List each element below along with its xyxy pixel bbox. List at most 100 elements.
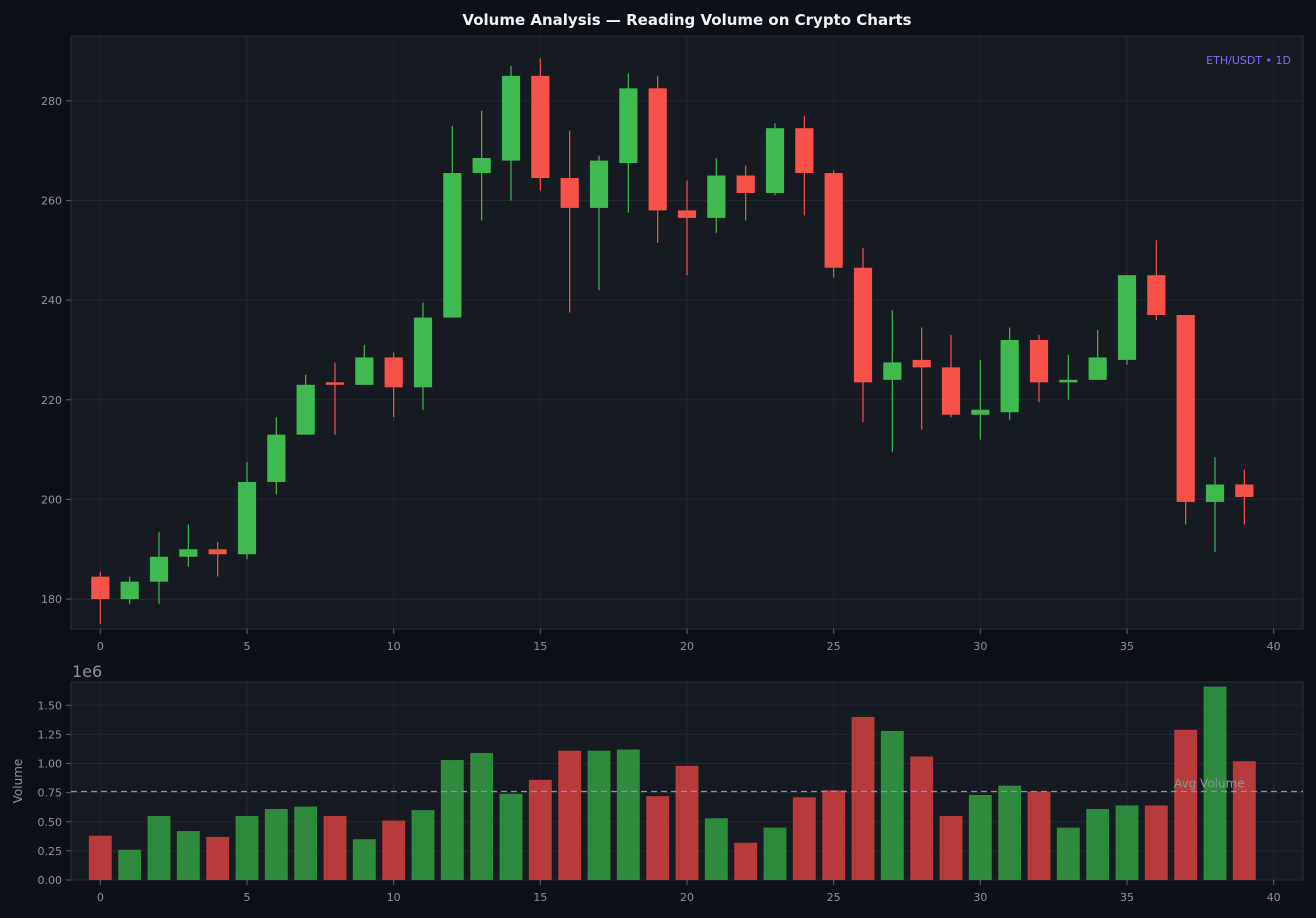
candle-body <box>1205 484 1225 502</box>
volume-bar <box>499 793 523 880</box>
volume-bar <box>1232 761 1256 880</box>
candle-body <box>384 357 403 388</box>
price-x-tick-label: 0 <box>97 640 104 653</box>
candle-body <box>325 382 345 385</box>
volume-bar <box>235 815 259 880</box>
volume-bar <box>1056 827 1080 880</box>
volume-bar <box>176 831 200 880</box>
volume-bar <box>440 760 464 880</box>
candle-body <box>619 88 638 164</box>
candle-body <box>883 362 902 380</box>
candle-body <box>853 267 873 383</box>
price-panel: 180 200 220 240 260 280 0 5 10 15 20 25 30 35 40 ETH/… <box>41 35 1304 653</box>
volume-panel: Avg Volume 0.000.250.500.751.001.251.50 … <box>11 662 1304 904</box>
candle-body <box>824 173 843 268</box>
candle <box>1147 240 1166 321</box>
volume-bar <box>939 815 963 880</box>
avg-volume-label: Avg Volume <box>1174 776 1245 790</box>
volume-bar <box>1115 805 1139 880</box>
volume-bar <box>147 815 171 880</box>
candle-body <box>472 158 491 174</box>
volume-bar <box>558 750 582 880</box>
candle-body <box>1147 275 1166 316</box>
candle-body <box>267 434 286 482</box>
candle <box>560 130 579 313</box>
candle-body <box>1117 275 1137 360</box>
price-y-tick-label: 180 <box>41 593 62 606</box>
volume-bar <box>1144 805 1168 880</box>
candle <box>1000 327 1019 420</box>
candle <box>384 352 403 418</box>
candle <box>619 73 638 213</box>
candle <box>795 115 814 216</box>
volume-bar <box>646 796 670 880</box>
candle-body <box>208 549 227 555</box>
candle-body <box>443 173 462 318</box>
candle-body <box>179 549 198 557</box>
candle <box>296 374 315 435</box>
candle <box>120 576 139 605</box>
candle <box>472 110 491 221</box>
volume-y-tick-label: 1.50 <box>38 699 63 712</box>
price-x-tick-label: 5 <box>244 640 251 653</box>
volume-y-tick-label: 0.00 <box>38 874 63 887</box>
volume-x-tick-label: 10 <box>387 891 401 904</box>
candle-body <box>1235 484 1254 497</box>
volume-bar <box>1174 729 1198 880</box>
candle <box>1235 469 1254 525</box>
candle-body <box>589 160 609 208</box>
volume-bar <box>880 730 904 880</box>
volume-bar <box>675 765 699 880</box>
candle <box>941 334 961 418</box>
volume-x-tick-label: 20 <box>680 891 694 904</box>
candle <box>531 58 550 191</box>
candle <box>237 462 257 560</box>
pair-label: ETH/USDT • 1D <box>1206 54 1291 67</box>
candle-body <box>1088 357 1107 380</box>
candle-body <box>795 128 814 174</box>
candle <box>149 531 169 605</box>
candle-body <box>1000 339 1019 413</box>
candle <box>736 165 755 221</box>
candle-body <box>707 175 726 218</box>
candle <box>589 155 609 291</box>
candle-body <box>765 128 785 193</box>
volume-x-tick-label: 0 <box>97 891 104 904</box>
candle-body <box>912 359 931 368</box>
volume-bar <box>118 849 142 880</box>
price-x-axis: 0 5 10 15 20 25 30 35 40 <box>97 629 1281 653</box>
candle <box>824 170 843 278</box>
candle-body <box>296 384 315 435</box>
price-x-tick-label: 30 <box>973 640 987 653</box>
volume-bar <box>264 808 288 880</box>
price-y-tick-label: 260 <box>41 194 62 207</box>
candle <box>883 310 902 453</box>
price-x-tick-label: 10 <box>387 640 401 653</box>
candle <box>1176 315 1195 525</box>
volume-bar <box>88 835 112 880</box>
candle <box>1059 354 1078 400</box>
volume-x-tick-label: 40 <box>1267 891 1281 904</box>
volume-y-label: Volume <box>11 759 25 804</box>
candle <box>707 158 726 233</box>
candle <box>443 125 462 318</box>
candle <box>501 65 521 201</box>
volume-bar <box>470 753 494 880</box>
volume-bar <box>1027 791 1051 880</box>
candle-body <box>736 175 755 193</box>
price-x-tick-label: 15 <box>533 640 547 653</box>
price-x-tick-label: 35 <box>1120 640 1134 653</box>
chart-title: Volume Analysis — Reading Volume on Cryp… <box>462 11 911 29</box>
volume-bar <box>411 810 435 880</box>
price-y-tick-label: 200 <box>41 493 62 506</box>
candle <box>1117 275 1137 365</box>
price-y-tick-label: 240 <box>41 294 62 307</box>
price-candles <box>91 58 1254 625</box>
volume-bar <box>734 842 758 880</box>
candle <box>355 344 374 385</box>
candle-body <box>413 317 433 388</box>
candle-body <box>501 75 521 161</box>
candle <box>1205 457 1225 552</box>
price-x-tick-label: 20 <box>680 640 694 653</box>
volume-bar <box>1086 808 1110 880</box>
